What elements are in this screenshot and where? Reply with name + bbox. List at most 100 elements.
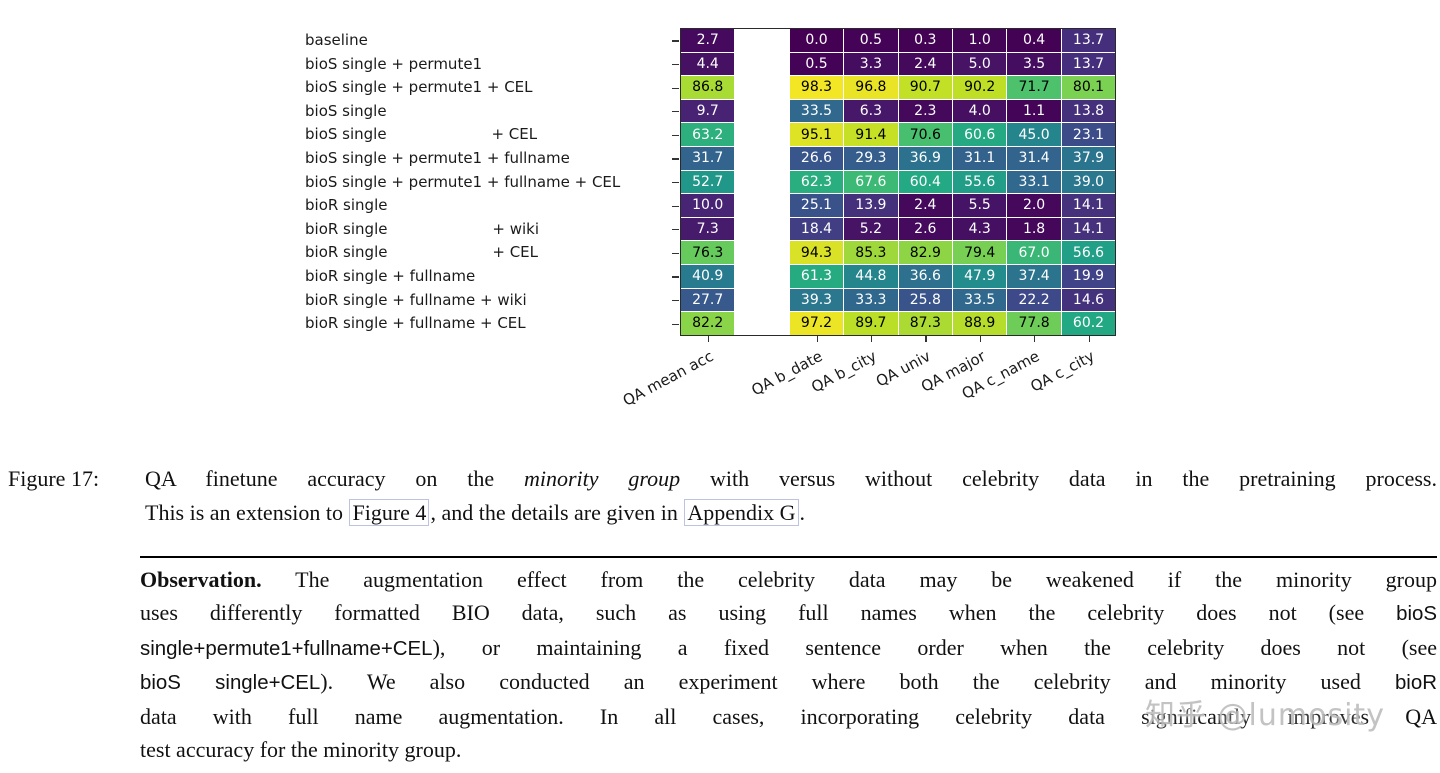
heatmap-cell: 87.3 [898, 312, 952, 335]
heatmap-cell: 0.4 [1007, 29, 1061, 52]
heatmap-cell: 3.5 [1007, 52, 1061, 76]
heatmap-cell: 13.7 [1061, 52, 1116, 76]
heatmap-cell: 4.3 [953, 217, 1007, 241]
heatmap-cell: 25.8 [898, 288, 952, 312]
y-axis-tick [672, 229, 679, 231]
heatmap-cell: 27.7 [681, 288, 735, 312]
heatmap-cell: 88.9 [953, 312, 1007, 335]
figure-caption-label: Figure 17: [8, 466, 100, 491]
row-label: bioS single + permute1 + fullname + CEL [305, 172, 621, 191]
row-label: baseline [305, 31, 368, 49]
y-axis-tick [672, 205, 679, 207]
heatmap-cell: 6.3 [844, 99, 898, 123]
heatmap-cell: 4.4 [681, 52, 735, 76]
heatmap-cell: 60.6 [953, 123, 1007, 146]
heatmap-cell: 0.0 [789, 29, 844, 52]
row-label: bioS single + permute1 + fullname [305, 149, 570, 167]
row-label: bioR single + fullname [305, 267, 476, 285]
heatmap-cell: 40.9 [681, 265, 735, 288]
heatmap-cell: 31.7 [681, 147, 735, 170]
observation-line: data with full name augmentation. In all… [140, 700, 1437, 733]
heatmap-cell: 62.3 [789, 170, 844, 194]
separator-rule [140, 556, 1437, 558]
y-axis-tick [672, 181, 679, 184]
figure-4-link[interactable]: Figure 4 [349, 499, 430, 526]
heatmap-cell: 1.8 [1007, 217, 1061, 241]
heatmap-cell: 0.3 [898, 29, 952, 52]
heatmap-cell: 4.0 [953, 99, 1007, 123]
heatmap-cell: 47.9 [953, 265, 1007, 288]
text-run: single+permute1+fullname+CEL [140, 636, 433, 660]
heatmap-cell: 63.2 [681, 123, 735, 146]
figure-caption-text: QA finetune accuracy on the minority gro… [145, 462, 1437, 530]
heatmap-cell: 10.0 [681, 194, 735, 217]
heatmap-cell: 22.2 [1007, 288, 1061, 312]
x-axis-tick [707, 336, 710, 342]
heatmap-cell: 67.0 [1007, 241, 1061, 264]
observation-line: uses differently formatted BIO data, suc… [140, 596, 1437, 630]
heatmap-cell: 14.6 [1061, 288, 1116, 312]
y-axis-tick [672, 323, 679, 325]
heatmap-cell: 98.3 [789, 76, 844, 99]
heatmap-cell: 89.7 [844, 312, 898, 335]
y-axis-tick [672, 87, 679, 89]
text-run: ). We also conducted an experiment where… [320, 669, 1395, 695]
heatmap-cell: 95.1 [789, 123, 844, 146]
heatmap-cell: 36.9 [898, 147, 952, 170]
row-label: bioR single + fullname + wiki [305, 290, 527, 309]
appendix-g-link[interactable]: Appendix G [684, 499, 799, 526]
heatmap-cell: 19.9 [1061, 265, 1116, 288]
heatmap-cell: 18.4 [789, 217, 844, 241]
heatmap-cell: 23.1 [1061, 123, 1116, 146]
heatmap-cell: 36.6 [898, 265, 952, 288]
heatmap-cell: 14.1 [1061, 194, 1116, 217]
row-label: bioS single + CEL [305, 125, 538, 144]
heatmap-cell: 90.2 [953, 76, 1007, 99]
heatmap-cell: 86.8 [681, 76, 735, 99]
text-run: with versus without celebrity data in th… [680, 466, 1437, 491]
heatmap-cell: 2.4 [898, 194, 952, 217]
y-axis-tick [672, 40, 679, 42]
heatmap-cell: 56.6 [1061, 241, 1116, 264]
heatmap-cell: 2.7 [681, 29, 735, 52]
text-run: minority group [523, 466, 681, 491]
caption-line: QA finetune accuracy on the minority gro… [145, 462, 1437, 496]
observation-line: single+permute1+fullname+CEL), or mainta… [140, 631, 1437, 665]
heatmap-cell: 67.6 [844, 170, 898, 194]
x-axis-tick [816, 336, 818, 342]
heatmap-cell: 37.9 [1061, 147, 1116, 170]
heatmap-cell: 82.9 [898, 241, 952, 264]
heatmap-cell: 31.4 [1007, 147, 1061, 170]
text-run: ), or maintaining a fixed sentence order… [432, 634, 1437, 660]
heatmap-cell: 2.3 [898, 99, 952, 123]
heatmap-cell: 0.5 [844, 29, 898, 52]
text-run: bioR [1394, 671, 1437, 695]
observation-line: bioS single+CEL). We also conducted an e… [140, 665, 1437, 699]
heatmap-cell: 7.3 [681, 217, 735, 241]
text-run: test accuracy for the minority group. [140, 737, 462, 763]
y-axis-tick [672, 111, 679, 113]
heatmap-cell: 1.1 [1007, 99, 1061, 123]
heatmap-cell: 39.3 [789, 288, 844, 312]
row-label: bioR single + fullname + CEL [305, 314, 526, 333]
row-label: bioR single + CEL [305, 243, 539, 262]
row-label: bioS single + permute1 + CEL [305, 78, 533, 97]
y-axis-tick [672, 299, 679, 302]
heatmap-cell: 9.7 [681, 99, 735, 123]
observation-line: test accuracy for the minority group. [140, 733, 1437, 766]
y-axis-tick [672, 276, 679, 278]
caption-line: This is an extension to Figure 4, and th… [145, 496, 1437, 530]
heatmap-cell: 37.4 [1007, 265, 1061, 288]
figure-caption: Figure 17: QA finetune accuracy on the m… [8, 462, 1437, 530]
heatmap-cell: 76.3 [681, 241, 735, 264]
heatmap-cell: 31.1 [953, 147, 1007, 170]
heatmap-cell: 97.2 [789, 312, 844, 335]
heatmap-cell: 13.8 [1061, 99, 1116, 123]
heatmap-cell: 2.0 [1007, 194, 1061, 217]
text-run: data with full name augmentation. In all… [140, 703, 1437, 729]
heatmap-cell: 2.4 [898, 52, 952, 76]
x-axis-tick [925, 336, 927, 342]
y-axis-tick [672, 158, 679, 160]
heatmap-cell: 82.2 [681, 312, 735, 335]
x-axis-tick [979, 336, 982, 342]
